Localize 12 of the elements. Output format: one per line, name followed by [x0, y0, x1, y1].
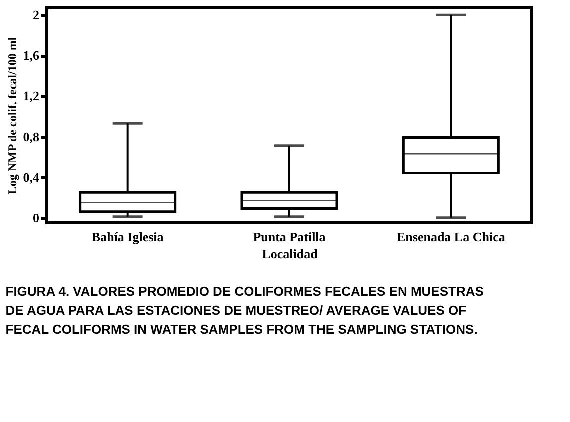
x-tick-label: Ensenada La Chica: [396, 230, 506, 244]
y-tick-label: 0,4: [23, 170, 40, 185]
x-tick-label: Bahía Iglesia: [92, 230, 164, 244]
text: FIGURA 4. VALORES PROMEDIO DE COLIFORMES FECALES EN MUESTRAS DE AGUA PARA LAS ESTACIONES DE MUESTREO/ AVERAGE VALUES OF FECAL COLIFORMS IN WATER SAMPLES FROM THE SAMPLING STATIONS.: [6, 284, 484, 337]
y-tick-label: 0: [33, 210, 40, 226]
y-axis-title: Log NMP de colif. fecal/100 ml: [5, 36, 20, 195]
y-tick-label: 1,2: [23, 88, 40, 104]
y-tick-label: 0,8: [23, 129, 40, 144]
y-tick-label: 2: [33, 8, 40, 23]
x-axis-title: Localidad: [262, 246, 319, 262]
x-tick-label: Punta Patilla: [253, 230, 326, 244]
y-tick-label: 1,6: [23, 48, 40, 64]
